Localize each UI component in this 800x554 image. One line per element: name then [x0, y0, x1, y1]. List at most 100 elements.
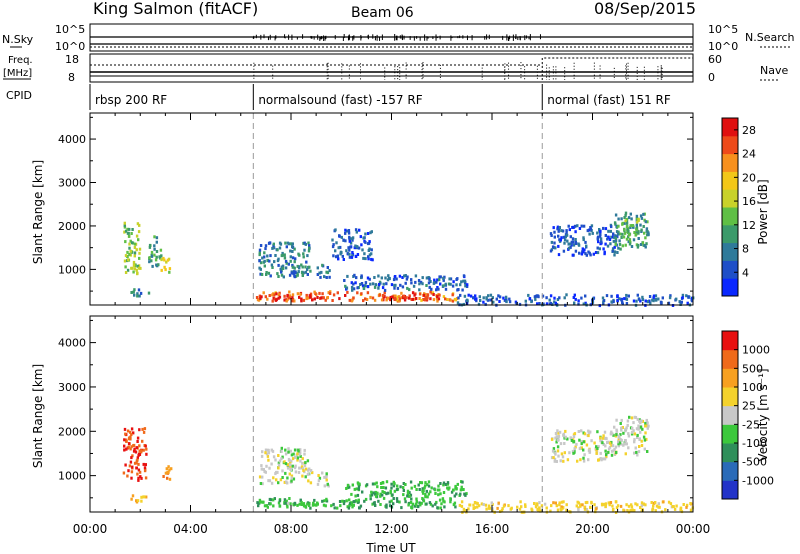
nave-trace-late — [541, 57, 694, 80]
data-cell — [438, 293, 441, 297]
data-cell — [382, 282, 385, 286]
data-cell — [648, 295, 652, 298]
data-cell — [304, 461, 307, 465]
data-cell — [136, 499, 140, 503]
data-cell — [280, 265, 283, 269]
data-cell — [326, 271, 330, 275]
data-cell — [319, 296, 323, 300]
data-cell — [359, 235, 362, 239]
data-cell — [582, 224, 586, 228]
data-cell — [630, 503, 633, 507]
data-cell — [283, 294, 286, 298]
data-cell — [575, 504, 578, 508]
data-cell — [291, 464, 294, 468]
data-cell — [325, 276, 328, 279]
data-cell — [305, 293, 308, 297]
data-cell — [634, 233, 637, 237]
data-cell — [690, 299, 694, 303]
data-cell — [305, 467, 308, 471]
data-cell — [562, 432, 566, 436]
data-cell — [357, 482, 360, 486]
data-cell — [370, 490, 373, 494]
data-cell — [325, 270, 328, 274]
data-cell — [293, 448, 297, 452]
data-cell — [592, 252, 595, 256]
data-cell — [549, 249, 553, 253]
data-cell — [392, 484, 396, 488]
data-cell — [135, 466, 138, 470]
data-cell — [281, 251, 284, 255]
data-cell — [166, 470, 169, 474]
data-cell — [291, 245, 294, 249]
data-cell — [309, 506, 312, 510]
data-cell — [620, 418, 623, 422]
data-cell — [635, 427, 639, 431]
data-cell — [583, 432, 587, 436]
data-cell — [371, 482, 375, 486]
data-cell — [277, 296, 280, 300]
data-cell — [300, 503, 303, 506]
data-cell — [406, 492, 410, 496]
data-cell — [315, 503, 318, 507]
scatter-region — [255, 290, 459, 303]
data-cell — [321, 499, 324, 503]
data-cell — [634, 446, 637, 450]
data-cell — [497, 501, 500, 505]
data-cell — [284, 241, 287, 245]
data-cell — [385, 505, 388, 509]
data-cell — [447, 282, 451, 286]
data-cell — [622, 508, 625, 512]
data-cell — [679, 506, 683, 510]
data-cell — [637, 243, 640, 247]
data-cell — [318, 271, 321, 275]
data-cell — [644, 503, 647, 507]
data-cell — [641, 419, 644, 423]
data-cell — [135, 268, 138, 272]
data-cell — [425, 489, 428, 493]
data-cell — [632, 238, 636, 242]
data-cell — [486, 298, 490, 302]
data-cell — [617, 440, 620, 444]
data-cell — [675, 297, 678, 301]
data-cell — [336, 506, 339, 510]
data-cell — [442, 278, 445, 282]
data-cell — [566, 458, 570, 462]
data-cell — [165, 260, 168, 264]
data-cell — [410, 505, 413, 509]
colorbar-swatch — [722, 242, 738, 261]
data-cell — [414, 502, 418, 506]
scatter-region — [258, 446, 314, 486]
data-cell — [647, 424, 650, 428]
data-cell — [385, 503, 388, 507]
data-cell — [637, 424, 640, 428]
data-cell — [614, 236, 618, 240]
data-cell — [413, 484, 417, 488]
data-cell — [298, 466, 301, 470]
data-cell — [281, 469, 284, 473]
data-cell — [274, 472, 277, 476]
data-cell — [342, 502, 346, 506]
data-cell — [129, 430, 132, 434]
data-cell — [148, 260, 151, 264]
data-cell — [610, 430, 613, 434]
data-cell — [557, 244, 560, 248]
data-cell — [373, 298, 377, 302]
data-cell — [364, 257, 367, 261]
data-cell — [292, 272, 295, 276]
data-cell — [351, 254, 354, 258]
data-cell — [301, 457, 304, 461]
data-cell — [263, 259, 266, 263]
data-cell — [565, 233, 569, 237]
data-cell — [567, 242, 570, 246]
data-cell — [637, 217, 640, 221]
data-cell — [556, 445, 560, 449]
data-cell — [509, 507, 512, 511]
data-cell — [636, 436, 639, 439]
data-cell — [557, 434, 561, 438]
data-cell — [627, 294, 630, 298]
data-cell — [325, 474, 328, 478]
data-cell — [403, 274, 406, 278]
data-cell — [274, 254, 277, 257]
data-cell — [357, 500, 360, 504]
